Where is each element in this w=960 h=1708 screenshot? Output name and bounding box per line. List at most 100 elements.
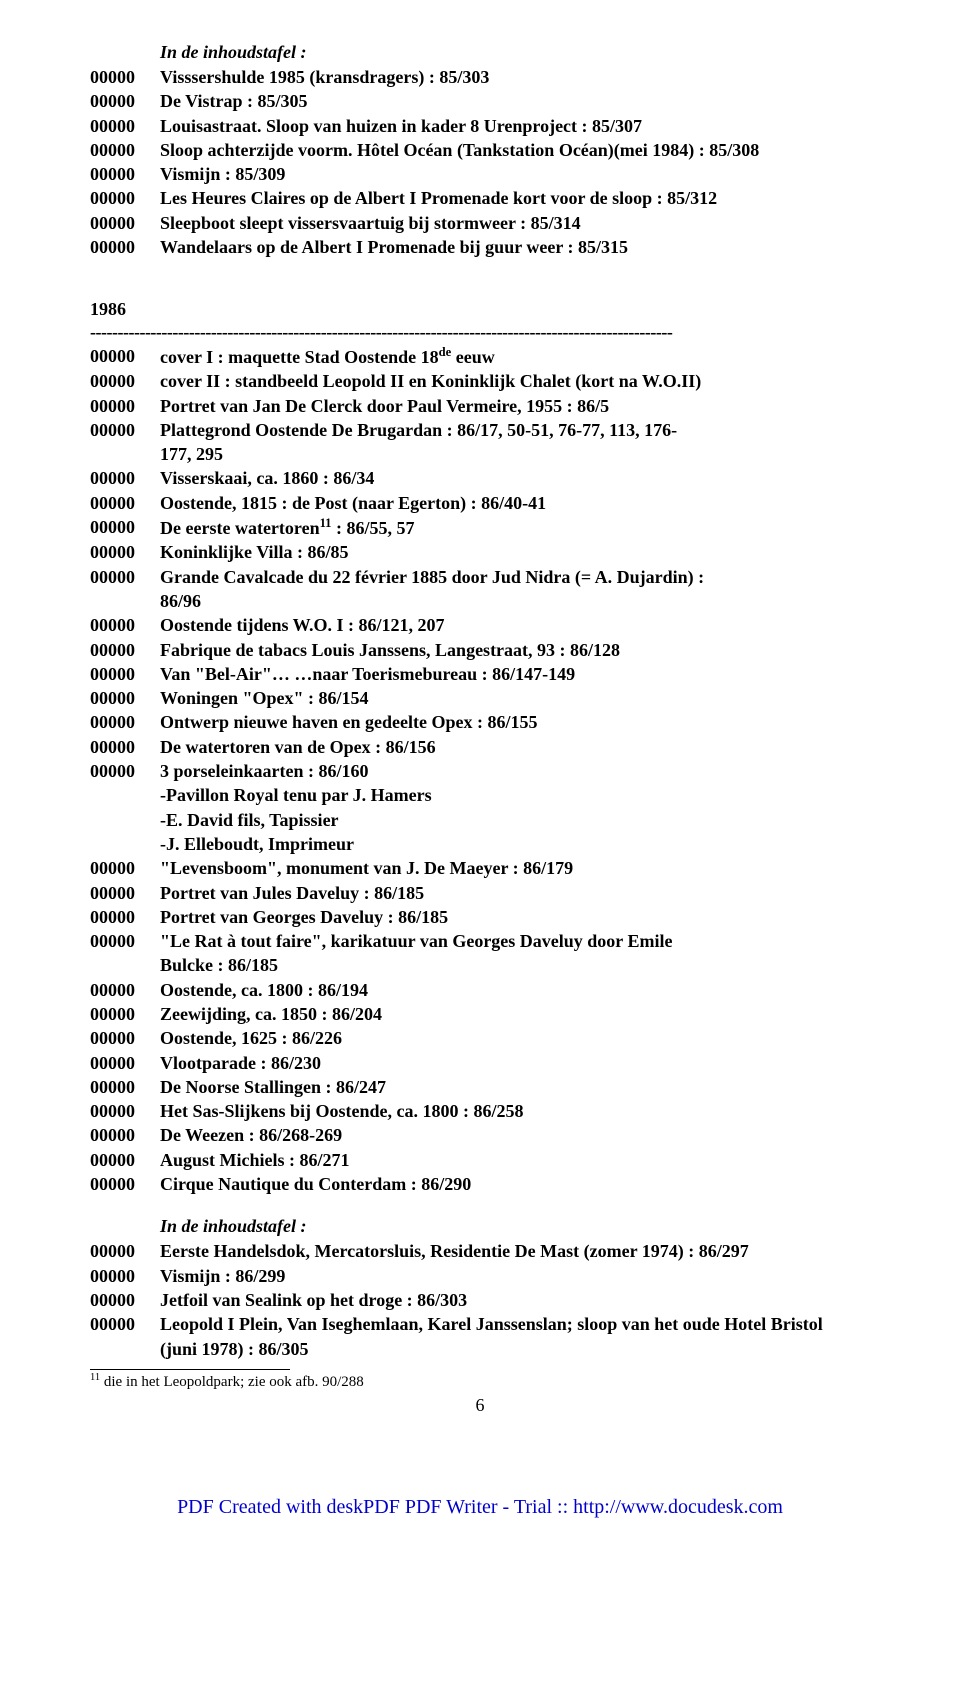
entry-row: 00000Portret van Jules Daveluy : 86/185 <box>90 881 870 905</box>
entry-code: 00000 <box>90 466 160 490</box>
entry-text: Sleepboot sleept vissersvaartuig bij sto… <box>160 211 870 235</box>
entry-code: 00000 <box>90 929 160 953</box>
entry-text: Plattegrond Oostende De Brugardan : 86/1… <box>160 418 870 442</box>
entry-row: 00000De eerste watertoren11 : 86/55, 57 <box>90 515 870 540</box>
entry-text: "Le Rat à tout faire", karikatuur van Ge… <box>160 929 870 953</box>
entry-text: Portret van Jules Daveluy : 86/185 <box>160 881 870 905</box>
footnote-body: die in het Leopoldpark; zie ook afb. 90/… <box>104 1374 364 1390</box>
entry-row: 00000Oostende tijdens W.O. I : 86/121, 2… <box>90 613 870 637</box>
entry-text: Eerste Handelsdok, Mercatorsluis, Reside… <box>160 1239 870 1263</box>
entry-code: 00000 <box>90 394 160 418</box>
entry-code: 00000 <box>90 978 160 1002</box>
bottom-entries: 00000Eerste Handelsdok, Mercatorsluis, R… <box>90 1239 870 1360</box>
entry-code: 00000 <box>90 1172 160 1196</box>
entry-code: 00000 <box>90 1148 160 1172</box>
entry-text: Visserskaai, ca. 1860 : 86/34 <box>160 466 870 490</box>
entry-row: 00000De Weezen : 86/268-269 <box>90 1123 870 1147</box>
entry-row: 00000Sleepboot sleept vissersvaartuig bi… <box>90 211 870 235</box>
entry-row: 00000Eerste Handelsdok, Mercatorsluis, R… <box>90 1239 870 1263</box>
entry-row: 00000Plattegrond Oostende De Brugardan :… <box>90 418 870 442</box>
entry-code: 00000 <box>90 235 160 259</box>
entry-row: 00000De Noorse Stallingen : 86/247 <box>90 1075 870 1099</box>
entry-text: Vismijn : 86/299 <box>160 1264 870 1288</box>
entry-row: 00000"Levensboom", monument van J. De Ma… <box>90 856 870 880</box>
separator-dashes: ----------------------------------------… <box>90 322 870 344</box>
entry-text: cover II : standbeeld Leopold II en Koni… <box>160 369 870 393</box>
entry-row: 00000Jetfoil van Sealink op het droge : … <box>90 1288 870 1312</box>
entry-row: 00000Cirque Nautique du Conterdam : 86/2… <box>90 1172 870 1196</box>
entry-text: Louisastraat. Sloop van huizen in kader … <box>160 114 870 138</box>
entry-text: Ontwerp nieuwe haven en gedeelte Opex : … <box>160 710 870 734</box>
entry-text: Fabrique de tabacs Louis Janssens, Lange… <box>160 638 870 662</box>
entry-continuation: -J. Elleboudt, Imprimeur <box>160 832 870 856</box>
entry-text: Oostende tijdens W.O. I : 86/121, 207 <box>160 613 870 637</box>
entry-code: 00000 <box>90 613 160 637</box>
entry-text: Grande Cavalcade du 22 février 1885 door… <box>160 565 870 589</box>
entry-row: 00000Van "Bel-Air"… …naar Toerismebureau… <box>90 662 870 686</box>
entry-row: 00000Ontwerp nieuwe haven en gedeelte Op… <box>90 710 870 734</box>
section-heading-mid: In de inhoudstafel : <box>160 1216 870 1237</box>
entry-code: 00000 <box>90 1264 160 1288</box>
entry-text: Portret van Jan De Clerck door Paul Verm… <box>160 394 870 418</box>
entry-code: 00000 <box>90 1099 160 1123</box>
entry-code: 00000 <box>90 1026 160 1050</box>
entry-continuation: 177, 295 <box>160 442 870 466</box>
entry-row: 00000Portret van Georges Daveluy : 86/18… <box>90 905 870 929</box>
entry-row: 00000Vismijn : 85/309 <box>90 162 870 186</box>
entry-text: Zeewijding, ca. 1850 : 86/204 <box>160 1002 870 1026</box>
entry-text: Les Heures Claires op de Albert I Promen… <box>160 186 870 210</box>
document-page: In de inhoudstafel : 00000Visssershulde … <box>0 0 960 1446</box>
entry-code: 00000 <box>90 856 160 880</box>
entry-text: Oostende, ca. 1800 : 86/194 <box>160 978 870 1002</box>
entry-text: Sloop achterzijde voorm. Hôtel Océan (Ta… <box>160 138 870 162</box>
section-heading-top: In de inhoudstafel : <box>160 42 870 63</box>
entry-code: 00000 <box>90 1123 160 1147</box>
entry-row: 00000cover I : maquette Stad Oostende 18… <box>90 344 870 369</box>
footnote-num: 11 <box>90 1372 100 1383</box>
entry-code: 00000 <box>90 1239 160 1263</box>
entry-text: De Vistrap : 85/305 <box>160 89 870 113</box>
entry-row: 00000cover II : standbeeld Leopold II en… <box>90 369 870 393</box>
entry-code: 00000 <box>90 1051 160 1075</box>
entry-row: 00000August Michiels : 86/271 <box>90 1148 870 1172</box>
entry-text: Vismijn : 85/309 <box>160 162 870 186</box>
entry-code: 00000 <box>90 710 160 734</box>
entry-text: Wandelaars op de Albert I Promenade bij … <box>160 235 870 259</box>
entry-text: De watertoren van de Opex : 86/156 <box>160 735 870 759</box>
entry-text: Leopold I Plein, Van Iseghemlaan, Karel … <box>160 1312 870 1336</box>
entry-continuation: -E. David fils, Tapissier <box>160 808 870 832</box>
pdf-writer-footer: PDF Created with deskPDF PDF Writer - Tr… <box>0 1496 960 1519</box>
entry-row: 00000Vismijn : 86/299 <box>90 1264 870 1288</box>
entry-code: 00000 <box>90 905 160 929</box>
entry-code: 00000 <box>90 89 160 113</box>
entry-code: 00000 <box>90 138 160 162</box>
entry-row: 00000Visserskaai, ca. 1860 : 86/34 <box>90 466 870 490</box>
entry-text: cover I : maquette Stad Oostende 18de ee… <box>160 344 870 369</box>
main-entries: 00000 cover I : maquette Stad Oostende 18… <box>90 344 870 1196</box>
entry-text: Jetfoil van Sealink op het droge : 86/30… <box>160 1288 870 1312</box>
entry-code: 00000 <box>90 686 160 710</box>
entry-code: 00000 <box>90 540 160 564</box>
entry-code: 00000 <box>90 1288 160 1312</box>
entry-code: 00000 <box>90 565 160 589</box>
entry-text: Oostende, 1625 : 86/226 <box>160 1026 870 1050</box>
entry-text: De Noorse Stallingen : 86/247 <box>160 1075 870 1099</box>
entry-code: 00000 <box>90 759 160 783</box>
entry-row: 00000Portret van Jan De Clerck door Paul… <box>90 394 870 418</box>
entry-code: 00000 <box>90 1075 160 1099</box>
entry-row: 00000Oostende, 1625 : 86/226 <box>90 1026 870 1050</box>
entry-code: 00000 <box>90 211 160 235</box>
entry-code: 00000 <box>90 735 160 759</box>
entry-text: Oostende, 1815 : de Post (naar Egerton) … <box>160 491 870 515</box>
entry-row: 00000De Vistrap : 85/305 <box>90 89 870 113</box>
entry-code: 00000 <box>90 65 160 89</box>
entry-row: 00000Het Sas-Slijkens bij Oostende, ca. … <box>90 1099 870 1123</box>
entry-text: Vlootparade : 86/230 <box>160 1051 870 1075</box>
year-label: 1986 <box>90 299 870 320</box>
entry-text: Koninklijke Villa : 86/85 <box>160 540 870 564</box>
entry-code: 00000 <box>90 1312 160 1336</box>
entry-text: De Weezen : 86/268-269 <box>160 1123 870 1147</box>
entry-text: Visssershulde 1985 (kransdragers) : 85/3… <box>160 65 870 89</box>
entry-code: 00000 <box>90 162 160 186</box>
page-number: 6 <box>90 1395 870 1416</box>
